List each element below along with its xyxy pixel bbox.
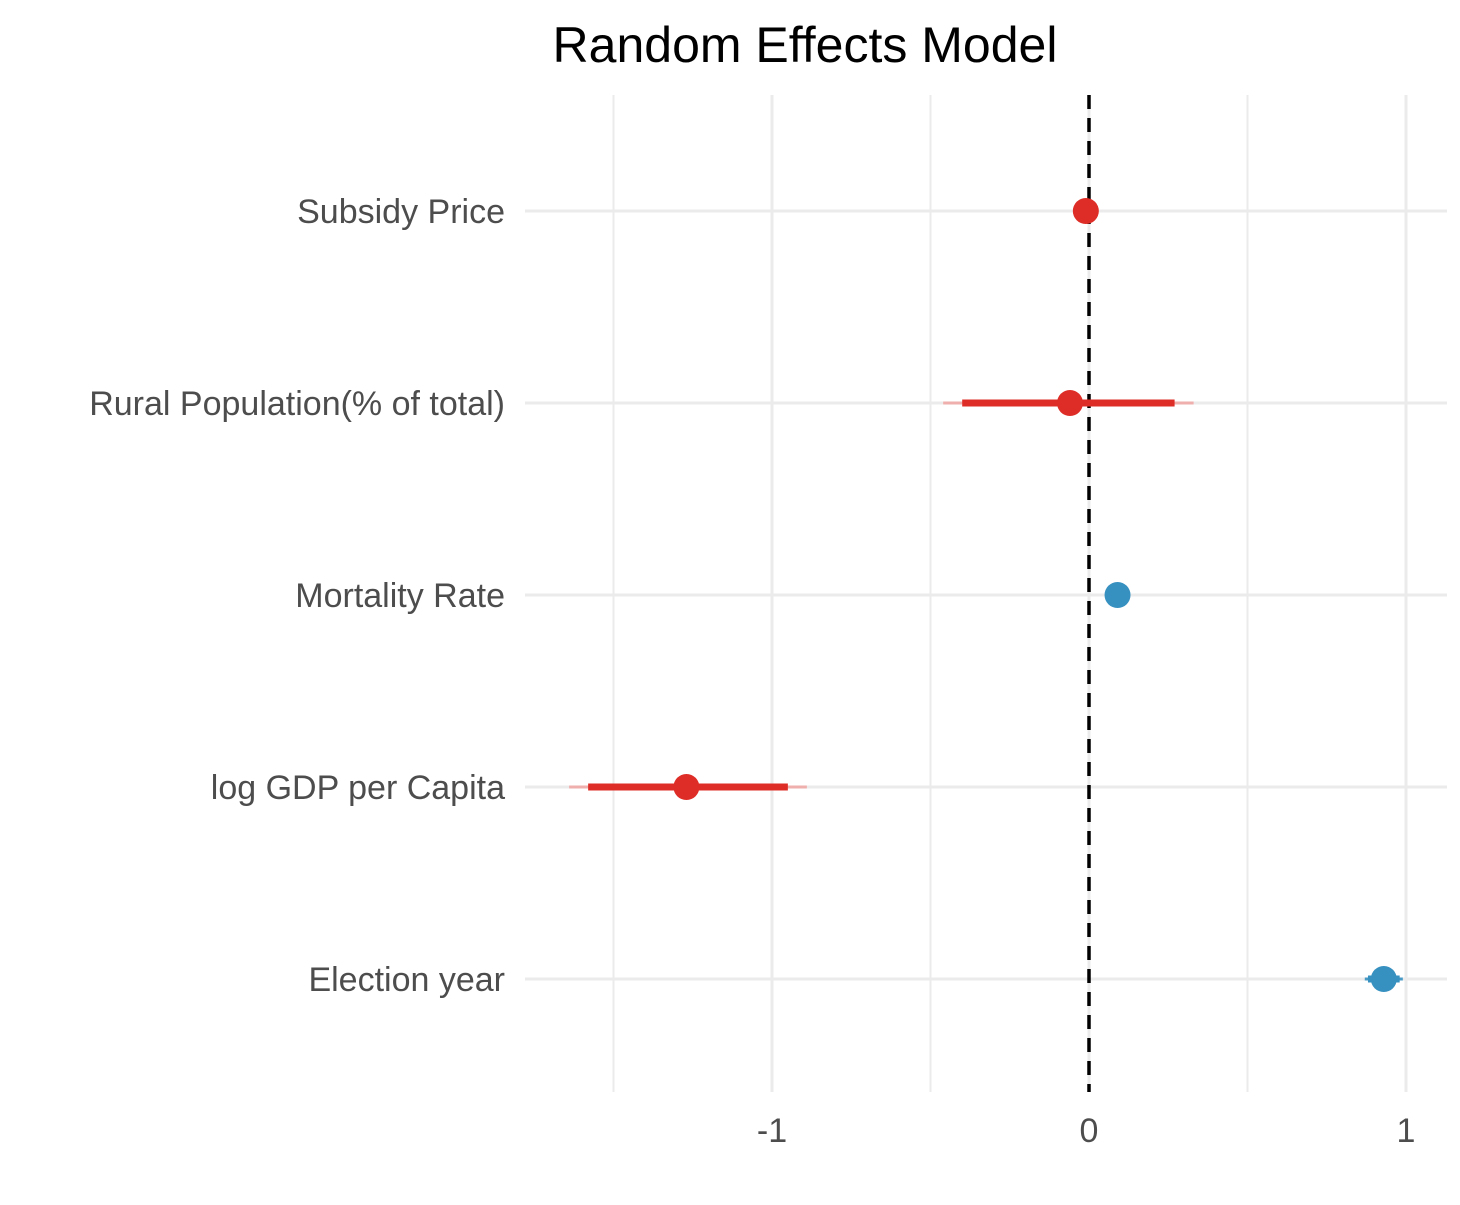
y-tick-labels: Subsidy Price Rural Population(% of total…: [89, 193, 505, 999]
estimate-point: [1072, 198, 1099, 224]
x-tick-labels: -1 0 1: [757, 1112, 1416, 1150]
chart-title: Random Effects Model: [553, 17, 1058, 73]
y-tick-label: Subsidy Price: [297, 193, 505, 231]
grid: [525, 95, 1447, 1092]
x-tick-label: 1: [1397, 1112, 1416, 1150]
y-tick-label: log GDP per Capita: [211, 769, 505, 807]
y-tick-label: Election year: [308, 961, 505, 999]
estimate-point: [1104, 582, 1131, 608]
x-tick-label: -1: [757, 1112, 787, 1150]
estimate-point: [1056, 390, 1083, 416]
estimate-point: [1370, 966, 1397, 992]
coefficient-marks: [569, 198, 1403, 992]
y-tick-label: Mortality Rate: [295, 577, 505, 615]
x-tick-label: 0: [1080, 1112, 1099, 1150]
estimate-point: [673, 774, 700, 800]
y-tick-label: Rural Population(% of total): [89, 385, 505, 423]
